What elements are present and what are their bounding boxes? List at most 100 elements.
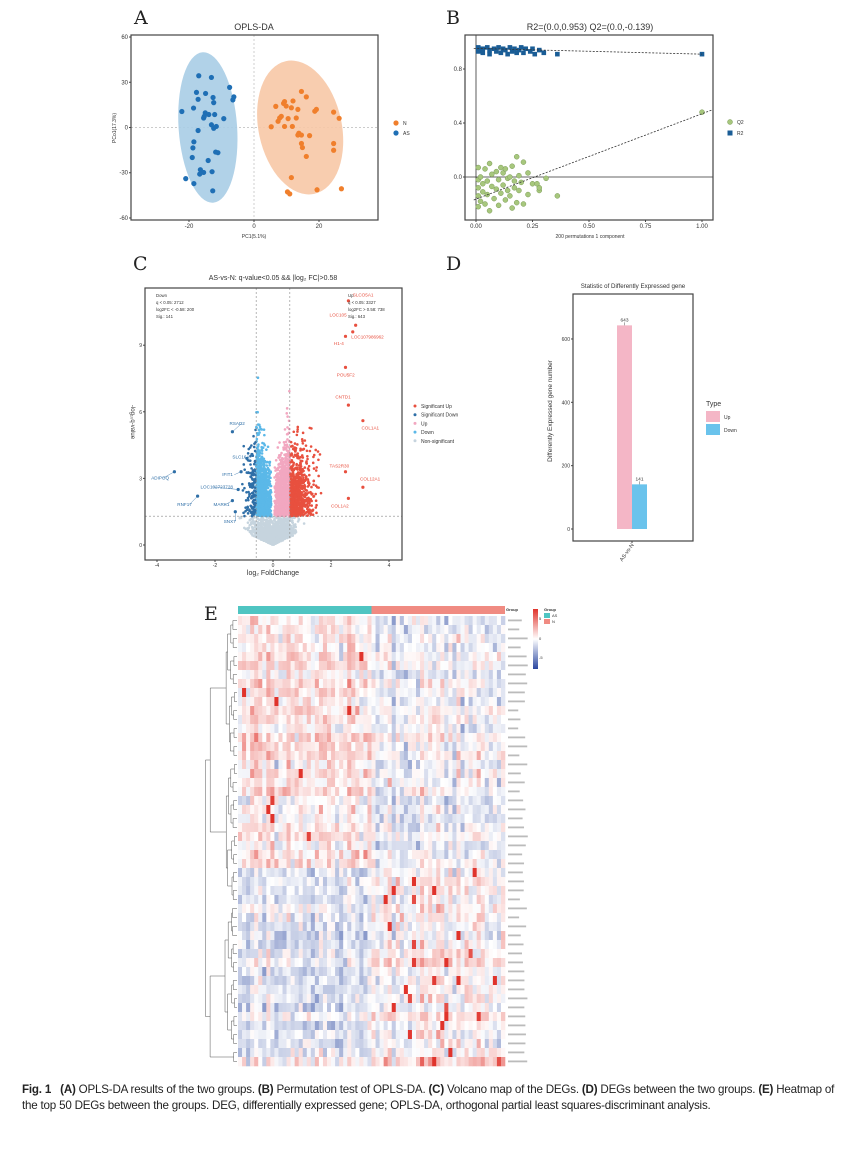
volcano-point-down [263, 513, 267, 517]
heatmap-cell [270, 625, 275, 635]
volcano-point-sig-up [308, 503, 311, 507]
heatmap-cell [472, 661, 477, 671]
heatmap-cell [355, 670, 360, 680]
volcano-point-sig-up [304, 489, 308, 492]
volcano-point-sig-down [242, 511, 245, 515]
heatmap-cell [432, 652, 437, 662]
heatmap-cell [343, 697, 348, 707]
heatmap-cell [343, 670, 348, 680]
bar-up [617, 325, 632, 529]
volcano-point-down [258, 431, 261, 434]
heatmap-cell [436, 688, 441, 698]
heatmap-cell [351, 652, 356, 662]
volcano-point-sig-up [302, 476, 305, 479]
volcano-point-sig-up [291, 488, 294, 491]
volcano-point-up [285, 490, 289, 493]
volcano-point-nonsig [284, 525, 288, 529]
x-axis-label: log₂ FoldChange [247, 570, 299, 577]
heatmap-cell [424, 688, 429, 698]
volcano-point-sig-up [296, 443, 299, 446]
heatmap-cell [387, 679, 393, 689]
heatmap-cell [448, 625, 453, 635]
heatmap-cell [238, 688, 243, 698]
volcano-point-down [255, 437, 259, 441]
volcano-point-sig-up [291, 460, 294, 464]
volcano-point-sig-down [253, 468, 257, 471]
volcano-point-down [258, 423, 261, 427]
x-tick-label: -2 [213, 563, 218, 569]
volcano-point-up [283, 443, 287, 447]
volcano-point-sig-up [296, 425, 300, 429]
volcano-point-sig-up [303, 483, 306, 487]
heatmap-cell [331, 697, 336, 707]
volcano-point-down [268, 482, 272, 486]
heatmap-cell [347, 679, 352, 689]
volcano-point-nonsig [273, 522, 277, 525]
volcano-point-nonsig [274, 538, 278, 542]
y-axis-label: PCo1(17.3%) [112, 113, 118, 143]
heatmap-cell [310, 643, 316, 653]
heatmap-cell [355, 688, 360, 698]
heatmap-cell [472, 616, 477, 626]
heatmap-cell [448, 652, 453, 662]
heatmap-cell [274, 688, 279, 698]
volcano-point-down [258, 476, 261, 480]
volcano-point-nonsig [297, 517, 301, 521]
heatmap-cell [278, 679, 283, 689]
volcano-point-sig-down [249, 463, 252, 466]
heatmap-cell [298, 652, 304, 662]
legend-label: Up [421, 421, 428, 427]
heatmap-cell [420, 679, 425, 689]
volcano-point-up [274, 458, 278, 462]
panel-label-e: E [204, 603, 218, 625]
volcano-point-down [261, 441, 264, 445]
heatmap-cell [371, 670, 376, 680]
heatmap-cell [347, 670, 352, 680]
volcano-point-sig-up [306, 481, 310, 485]
volcano-point-nonsig [290, 530, 294, 534]
data-point-n [295, 132, 301, 138]
heatmap-cell [327, 616, 332, 626]
data-point-r2 [475, 49, 481, 54]
x-tick-label: 4 [388, 563, 391, 569]
stat-line: Down [156, 293, 168, 298]
data-point-as [193, 89, 200, 95]
heatmap-cell [420, 616, 425, 626]
heatmap-cell [318, 679, 324, 689]
heatmap-cell [335, 688, 340, 698]
volcano-point-sig-up [318, 453, 322, 456]
heatmap-cell [411, 616, 417, 626]
heatmap-cell [318, 688, 324, 698]
data-point-r2 [503, 47, 508, 53]
heatmap-cell [452, 661, 457, 671]
volcano-point-sig-up [305, 462, 309, 465]
panel-label-d: D [446, 253, 461, 275]
volcano-point-nonsig [249, 521, 253, 525]
heatmap-cell [452, 652, 457, 662]
heatmap-cell [246, 616, 251, 626]
heatmap-cell [262, 634, 267, 644]
heatmap-cell [371, 652, 376, 662]
volcano-point-nonsig [257, 530, 261, 534]
volcano-point-nonsig [261, 531, 264, 535]
volcano-point-sig-up [294, 498, 298, 501]
y-tick-label: -30 [119, 171, 128, 177]
volcano-point-sig-up [315, 466, 318, 469]
heatmap-cell [254, 661, 259, 671]
data-point-as [210, 188, 216, 194]
y-tick-label: 600 [562, 337, 571, 343]
volcano-point-sig-up [294, 507, 298, 510]
heatmap-cell [278, 661, 283, 671]
data-point-n [338, 186, 345, 192]
heatmap-cell [238, 652, 243, 662]
regression-line-q2 [473, 109, 714, 201]
volcano-point-sig-up [295, 433, 299, 437]
heatmap-cell [440, 625, 445, 635]
heatmap-cell [302, 616, 308, 626]
heatmap-cell [452, 625, 457, 635]
heatmap-cell [274, 652, 279, 662]
volcano-point-down [256, 474, 260, 478]
bar-down [632, 484, 647, 529]
volcano-point-up [285, 474, 288, 477]
heatmap-cell [331, 634, 336, 644]
